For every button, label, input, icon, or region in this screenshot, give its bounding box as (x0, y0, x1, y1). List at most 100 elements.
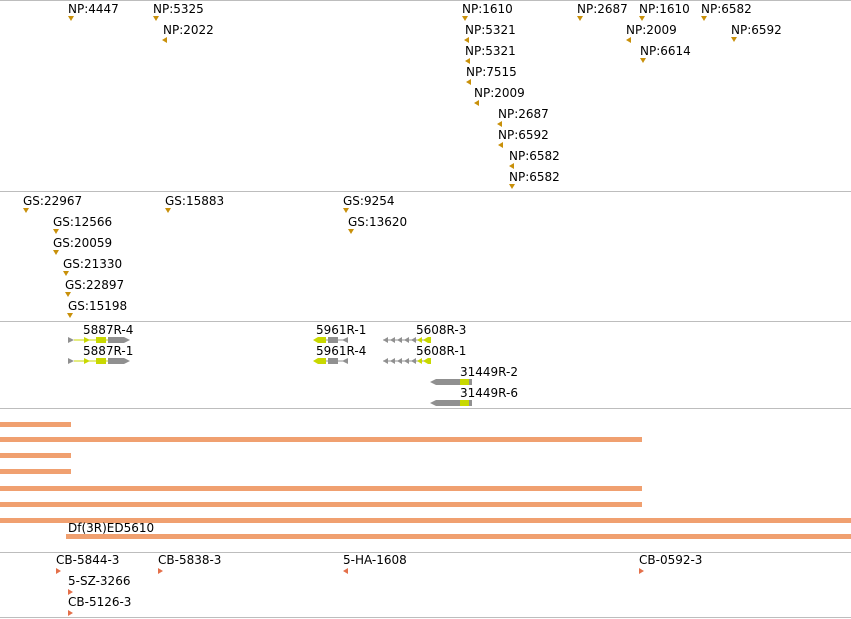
track-separator (0, 408, 851, 409)
marker-left-icon (509, 163, 514, 169)
gs-feature-label: GS:12566 (53, 215, 113, 229)
track-separator (0, 321, 851, 322)
marker-right-icon (68, 589, 73, 595)
gene-model-31449R-6[interactable] (430, 400, 472, 406)
marker-left-icon (498, 142, 503, 148)
np-feature-label: NP:2687 (498, 107, 549, 121)
np-feature-label: NP:2022 (163, 23, 214, 37)
deficiency-bar[interactable] (0, 486, 642, 491)
marker-down-icon (53, 250, 59, 255)
marker-down-icon (639, 16, 645, 21)
marker-left-icon (343, 568, 348, 574)
marker-left-icon (466, 79, 471, 85)
construct-label: CB-5838-3 (158, 553, 222, 567)
construct-label: 5-SZ-3266 (68, 574, 131, 588)
deficiency-label: Df(3R)ED5610 (68, 521, 155, 535)
gs-insertion-track: GS:22967 GS:12566 GS:20059 GS:21330 GS:2… (0, 191, 851, 321)
np-feature-label: NP:2687 (577, 2, 628, 16)
marker-right-icon (639, 568, 644, 574)
gs-feature-label: GS:15883 (165, 194, 225, 208)
construct-label: 5-HA-1608 (343, 553, 407, 567)
np-insertion-track: NP:4447 NP:5325 NP:2022 NP:1610 NP:5321 … (0, 0, 851, 191)
marker-down-icon (640, 58, 646, 63)
marker-left-icon (162, 37, 167, 43)
gene-label: 5608R-3 (416, 323, 467, 337)
np-feature-label: NP:6592 (498, 128, 549, 142)
gs-feature-label: GS:21330 (63, 257, 123, 271)
gene-label: 5961R-4 (316, 344, 367, 358)
marker-left-icon (474, 100, 479, 106)
construct-label: CB-5126-3 (68, 595, 132, 609)
marker-left-icon (626, 37, 631, 43)
marker-down-icon (67, 313, 73, 318)
marker-down-icon (68, 16, 74, 21)
gene-model-5961R-1[interactable] (313, 337, 348, 343)
gene-label: 5961R-1 (316, 323, 367, 337)
np-feature-label: NP:2009 (626, 23, 677, 37)
gene-model-5608R-1[interactable] (383, 358, 431, 364)
gs-feature-label: GS:22897 (65, 278, 125, 292)
np-feature-label: NP:5325 (153, 2, 204, 16)
np-feature-label: NP:7515 (466, 65, 517, 79)
marker-down-icon (701, 16, 707, 21)
marker-down-icon (63, 271, 69, 276)
construct-label: CB-0592-3 (639, 553, 703, 567)
marker-down-icon (348, 229, 354, 234)
marker-down-icon (53, 229, 59, 234)
deficiency-bar[interactable] (0, 469, 71, 474)
np-feature-label: NP:6592 (731, 23, 782, 37)
marker-down-icon (165, 208, 171, 213)
gene-label: 5887R-4 (83, 323, 134, 337)
deficiency-bar[interactable] (0, 518, 851, 523)
deficiency-bar-labeled[interactable] (66, 534, 851, 539)
gene-label: 31449R-2 (460, 365, 518, 379)
marker-left-icon (465, 58, 470, 64)
marker-down-icon (462, 16, 468, 21)
np-feature-label: NP:1610 (639, 2, 690, 16)
np-feature-label: NP:5321 (465, 44, 516, 58)
np-feature-label: NP:1610 (462, 2, 513, 16)
gene-label: 5887R-1 (83, 344, 134, 358)
track-separator (0, 617, 851, 618)
np-feature-label: NP:6582 (509, 149, 560, 163)
marker-down-icon (731, 37, 737, 42)
np-feature-label: NP:6582 (509, 170, 560, 184)
gene-model-5887R-1[interactable] (68, 358, 130, 364)
marker-right-icon (158, 568, 163, 574)
gene-model-5608R-3[interactable] (383, 337, 431, 343)
gs-feature-label: GS:20059 (53, 236, 113, 250)
marker-down-icon (577, 16, 583, 21)
marker-right-icon (56, 568, 61, 574)
track-separator (0, 552, 851, 553)
gs-feature-label: GS:15198 (68, 299, 128, 313)
marker-left-icon (464, 37, 469, 43)
marker-left-icon (497, 121, 502, 127)
marker-down-icon (65, 292, 71, 297)
gs-feature-label: GS:13620 (348, 215, 408, 229)
marker-down-icon (153, 16, 159, 21)
deficiency-bar[interactable] (0, 437, 642, 442)
deficiency-bar[interactable] (0, 422, 71, 427)
gene-label: 5608R-1 (416, 344, 467, 358)
gs-feature-label: GS:22967 (23, 194, 83, 208)
track-separator (0, 191, 851, 192)
construct-label: CB-5844-3 (56, 553, 120, 567)
marker-down-icon (343, 208, 349, 213)
deficiency-bar[interactable] (0, 453, 71, 458)
marker-down-icon (23, 208, 29, 213)
gene-model-31449R-2[interactable] (430, 379, 472, 385)
np-feature-label: NP:6582 (701, 2, 752, 16)
deficiency-bar[interactable] (0, 502, 642, 507)
gs-feature-label: GS:9254 (343, 194, 395, 208)
np-feature-label: NP:2009 (474, 86, 525, 100)
np-feature-label: NP:4447 (68, 2, 119, 16)
gene-label: 31449R-6 (460, 386, 518, 400)
track-separator (0, 0, 851, 1)
gene-model-5961R-4[interactable] (313, 358, 348, 364)
gene-model-canvas (68, 337, 472, 406)
np-feature-label: NP:6614 (640, 44, 691, 58)
marker-down-icon (509, 184, 515, 189)
marker-right-icon (68, 610, 73, 616)
gene-model-5887R-4[interactable] (68, 337, 130, 343)
np-feature-label: NP:5321 (465, 23, 516, 37)
